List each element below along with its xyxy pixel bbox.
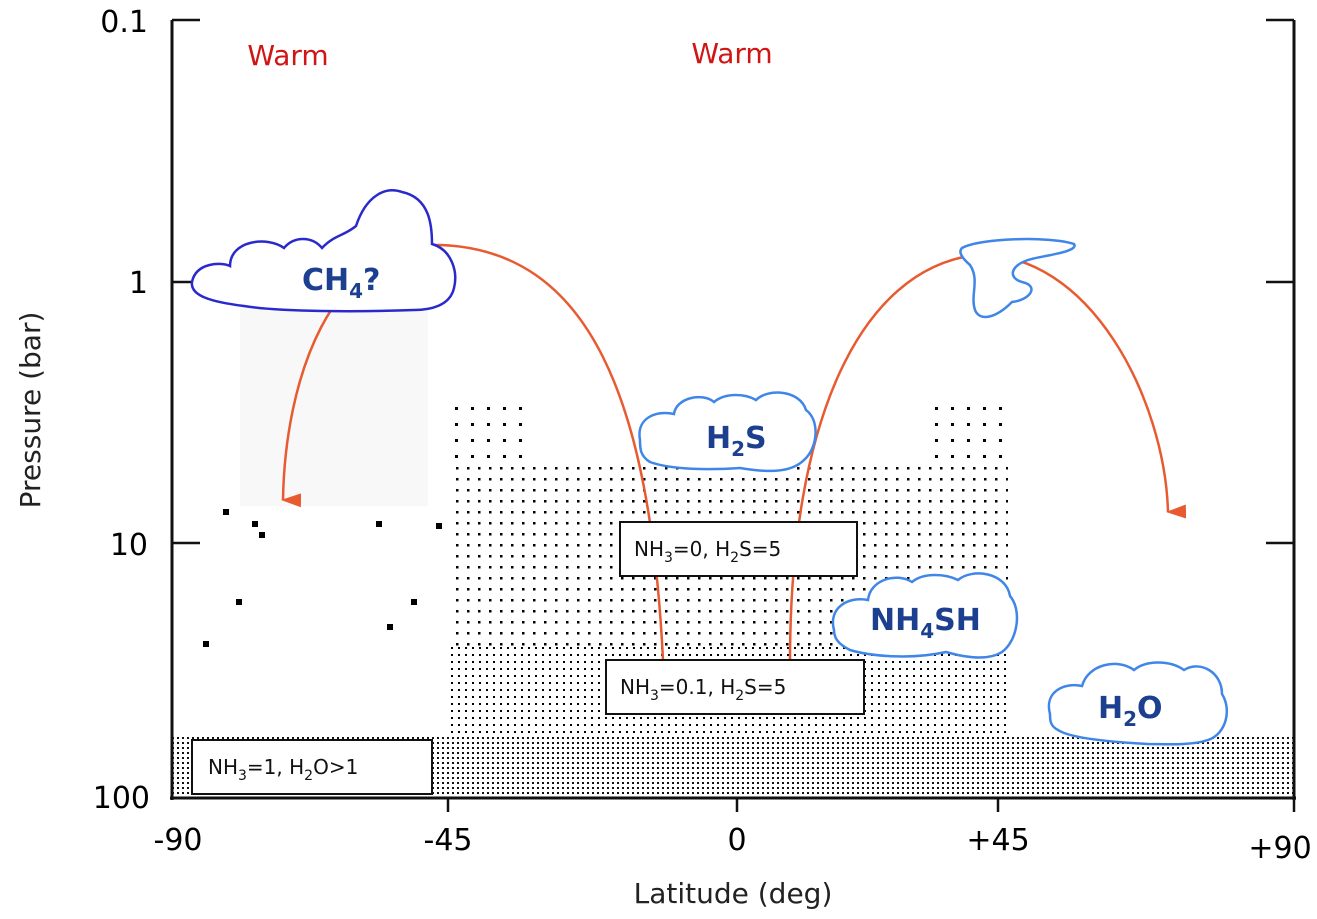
warm-label-west: Warm	[247, 39, 328, 72]
ch4-cloud: CH4?	[190, 189, 457, 313]
h2o-cloud-label: H2O	[1098, 691, 1163, 731]
box-deep-frame	[191, 739, 433, 795]
x-tick-marks	[446, 798, 1296, 812]
h2s-cloud: H2S	[638, 391, 817, 473]
stipple-sparse-east	[930, 396, 1008, 466]
nh4sh-cloud-outline	[831, 572, 1019, 659]
plot-frame	[170, 20, 1296, 800]
x-tick-label: -45	[424, 823, 473, 858]
x-tick-label: +45	[966, 823, 1029, 858]
nh4sh-cloud: NH4SH	[831, 572, 1019, 659]
box-deep: NH3=1, H2O>1	[191, 739, 433, 795]
x-tick-label: +90	[1248, 831, 1311, 866]
y-tick-label: 10	[110, 528, 148, 563]
y-tick-label: 1	[129, 266, 148, 301]
box-equator-lower: NH3=0.1, H2S=5	[605, 659, 865, 715]
box-equator-upper-frame	[619, 521, 858, 577]
warm-label-center: Warm	[691, 37, 772, 70]
box-equator-lower-frame	[605, 659, 865, 715]
stipple-sparse-west	[448, 396, 526, 466]
y-tick-label: 100	[93, 781, 150, 816]
h2s-cloud-label: H2S	[706, 421, 767, 461]
h2o-cloud: H2O	[1047, 661, 1228, 746]
h2s-cloud-outline	[638, 391, 817, 473]
pale-region	[240, 290, 428, 506]
x-axis-title: Latitude (deg)	[634, 877, 833, 910]
y-axis-title: Pressure (bar)	[14, 312, 47, 509]
h2o-cloud-outline	[1047, 661, 1228, 746]
arrow-west-cell	[281, 243, 665, 661]
box-equator-upper-text: NH3=0, H2S=5	[634, 537, 781, 566]
x-tick-label: 0	[727, 823, 746, 858]
ch4-cloud-outline	[190, 189, 457, 313]
scattered-droplets	[203, 509, 442, 647]
nh4sh-cloud-label: NH4SH	[870, 603, 981, 643]
y-tick-marks	[172, 18, 1294, 545]
x-tick-label: -90	[154, 823, 203, 858]
box-equator-upper: NH3=0, H2S=5	[619, 521, 858, 577]
box-deep-text: NH3=1, H2O>1	[208, 755, 358, 784]
small-cloud-east	[959, 237, 1076, 319]
y-tick-label: 0.1	[100, 5, 148, 40]
ch4-cloud-label: CH4?	[302, 263, 380, 303]
box-equator-lower-text: NH3=0.1, H2S=5	[620, 675, 786, 704]
